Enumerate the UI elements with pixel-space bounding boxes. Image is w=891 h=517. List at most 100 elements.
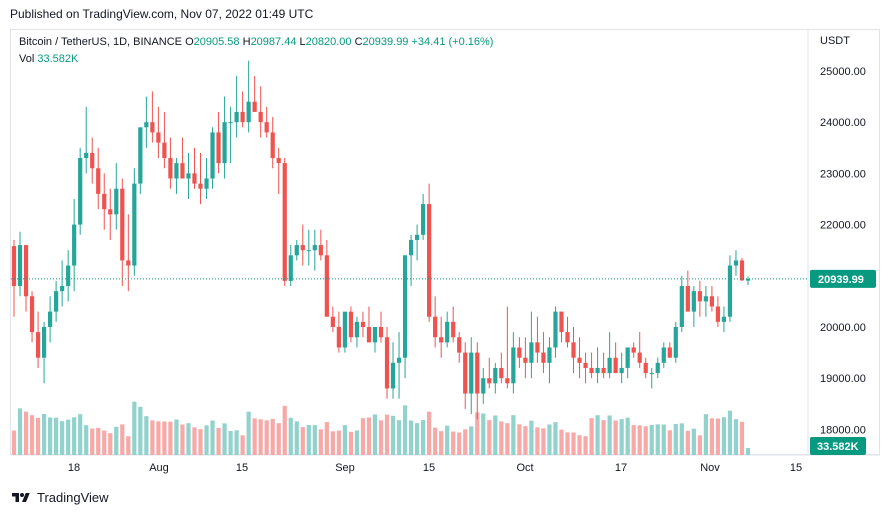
candle-body — [294, 245, 299, 256]
volume-bar — [246, 411, 251, 455]
candle-body — [60, 286, 65, 292]
volume-bar — [721, 417, 727, 455]
y-tick-label: 23000.00 — [820, 168, 866, 180]
volume-bar — [126, 436, 131, 455]
candle-body — [41, 326, 47, 358]
volume-bar — [348, 431, 354, 455]
candle-body — [246, 101, 251, 123]
volume-bar — [445, 425, 450, 455]
volume-bar — [487, 420, 492, 455]
candle-body — [643, 362, 648, 374]
x-tick-label: Oct — [516, 462, 533, 474]
candle-body — [673, 326, 678, 358]
symbol-label: Bitcoin / TetherUS, 1D, BINANCE — [19, 36, 183, 48]
volume-bar — [679, 423, 684, 455]
candle-body — [138, 127, 143, 184]
candle-body — [288, 255, 293, 281]
last-volume-label: 33.582K — [817, 441, 859, 453]
candle-body — [270, 132, 275, 159]
x-tick-label: 17 — [615, 462, 627, 474]
candle-body — [601, 367, 606, 374]
candle-body — [445, 321, 450, 343]
x-tick-label: 15 — [423, 462, 435, 474]
published-info: Published on TradingView.com, Nov 07, 20… — [10, 7, 314, 21]
candle-body — [511, 347, 516, 384]
volume-bar — [312, 425, 317, 455]
volume-bar — [216, 428, 221, 455]
candle-body — [210, 132, 215, 179]
y-tick-label: 22000.00 — [820, 220, 866, 232]
volume-bar — [553, 422, 558, 455]
volume-bar — [571, 432, 576, 455]
candle-body — [451, 321, 456, 338]
candle-body — [150, 122, 155, 133]
volume-bar — [360, 418, 366, 455]
volume-bar — [583, 436, 588, 455]
candle-body — [709, 296, 715, 307]
low-label: L — [299, 36, 306, 48]
open-value: 20905.58 — [193, 36, 240, 48]
volume-bar — [649, 425, 654, 455]
last-price-badge — [810, 269, 876, 288]
volume-bar — [162, 421, 167, 455]
candle-body — [336, 326, 341, 348]
volume-bar — [673, 424, 678, 455]
volume-bar — [138, 406, 143, 455]
volume-bar — [390, 415, 396, 455]
candle-body — [378, 326, 384, 338]
volume-bar — [276, 423, 281, 455]
candle-body — [439, 337, 444, 343]
volume-bar — [120, 424, 125, 455]
volume-bar — [330, 431, 335, 455]
candle-body — [204, 178, 209, 189]
candle-body — [11, 246, 17, 287]
open-label: O — [185, 36, 194, 48]
candle-body — [108, 209, 113, 215]
candle-body — [330, 316, 335, 327]
volume-label: Vol — [19, 53, 35, 65]
candle-body — [354, 321, 360, 338]
footer-brand[interactable]: TradingView — [10, 490, 109, 505]
candle-body — [499, 367, 504, 379]
candle-body — [47, 311, 53, 327]
candle-body — [595, 367, 600, 374]
currency-label: USDT — [820, 35, 850, 47]
candle-body — [697, 291, 702, 302]
candle-body — [300, 245, 305, 251]
tradingview-logo-icon — [12, 492, 30, 502]
volume-bar — [631, 425, 636, 455]
volume-bar — [613, 420, 618, 455]
volume-bar — [727, 410, 733, 455]
volume-bar — [228, 431, 233, 455]
volume-bar — [607, 415, 612, 455]
volume-bar — [463, 429, 468, 455]
x-tick-label: 15 — [790, 462, 802, 474]
volume-bar — [535, 427, 540, 455]
candle-body — [234, 111, 239, 123]
candle-body — [739, 260, 745, 281]
volume-bar — [78, 414, 83, 455]
candle-body — [733, 260, 739, 266]
volume-bar — [29, 415, 35, 455]
volume-bar — [336, 430, 341, 455]
candle-body — [90, 152, 95, 169]
volume-bar — [481, 413, 486, 455]
volume-bar — [655, 424, 660, 455]
candle-body — [433, 316, 438, 338]
candle-body — [703, 296, 708, 302]
candle-body — [685, 286, 690, 312]
candle-body — [487, 378, 492, 384]
volume-bar — [637, 425, 642, 455]
candle-body — [366, 326, 372, 343]
candle-body — [493, 367, 498, 384]
candle-body — [475, 352, 480, 394]
candle-body — [691, 291, 696, 312]
volume-bar — [451, 431, 456, 455]
candle-body — [120, 188, 125, 261]
volume-bar — [258, 419, 263, 455]
candle-body — [649, 373, 654, 375]
candle-body — [228, 122, 233, 124]
volume-bar — [565, 432, 570, 455]
volume-bar — [17, 408, 23, 455]
